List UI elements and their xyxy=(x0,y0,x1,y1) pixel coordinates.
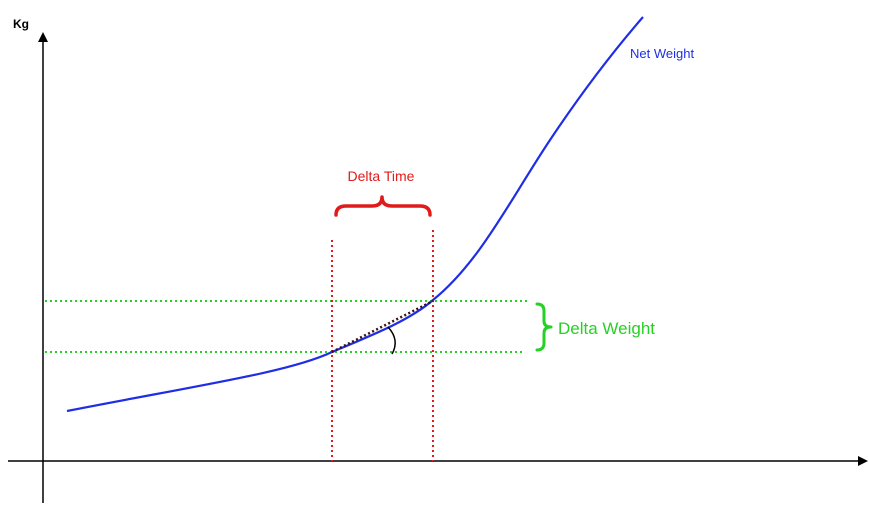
delta-weight-brace xyxy=(535,302,553,352)
delta-time-label: Delta Time xyxy=(348,168,415,184)
delta-weight-label: Delta Weight xyxy=(558,319,655,338)
y-axis-label: Kg xyxy=(13,17,29,31)
delta-time-brace xyxy=(334,195,432,217)
slope-line xyxy=(331,299,434,354)
angle-arc xyxy=(387,326,396,355)
net-weight-label: Net Weight xyxy=(630,46,694,61)
net-weight-curve xyxy=(66,16,644,413)
